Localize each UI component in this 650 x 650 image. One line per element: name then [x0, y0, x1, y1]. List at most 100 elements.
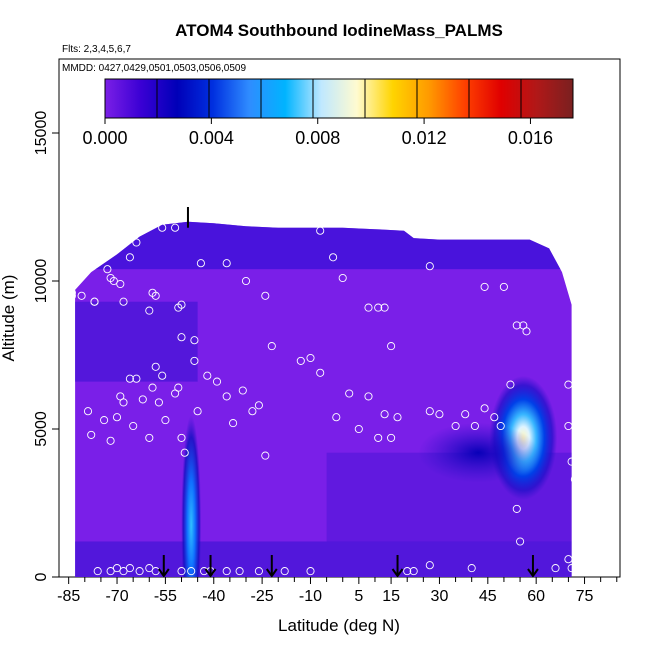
flight-point: [196, 259, 205, 268]
flight-point: [132, 374, 141, 383]
flight-point: [261, 291, 270, 300]
x-tick-label: -10: [299, 588, 322, 605]
flight-point: [151, 291, 160, 300]
flight-point: [180, 448, 189, 457]
flight-point: [119, 398, 128, 407]
flight-point: [516, 537, 525, 546]
flight-point: [512, 504, 521, 513]
flight-point: [145, 433, 154, 442]
flight-point: [158, 371, 167, 380]
flight-point: [499, 282, 508, 291]
x-tick-label: 30: [431, 588, 449, 605]
profile-marker-arrowhead: [157, 568, 170, 578]
flight-point: [112, 564, 122, 573]
y-axis-label: Altitude (m): [0, 275, 18, 362]
colorbar-body: [104, 78, 574, 119]
x-tick-label: -40: [202, 588, 225, 605]
flight-point: [161, 416, 170, 425]
flight-point: [254, 567, 263, 576]
flight-point: [90, 297, 99, 306]
flight-point: [138, 395, 147, 404]
flight-point: [364, 303, 373, 312]
flight-point: [570, 475, 579, 484]
flight-point: [106, 567, 115, 576]
chart-title: ATOM4 Southbound IodineMass_PALMS: [175, 21, 503, 40]
profile-marker-arrowhead: [204, 568, 217, 578]
flight-point: [125, 564, 134, 573]
x-tick-label: -85: [57, 588, 80, 605]
colorbar-tick-label: 0.004: [189, 128, 234, 148]
colorbar-tick-label: 0.016: [508, 128, 553, 148]
profile-marker-arrowhead: [265, 568, 278, 578]
field-southern-band: [75, 301, 198, 382]
flight-point: [267, 342, 276, 351]
flight-point: [567, 457, 576, 466]
flight-point: [506, 380, 515, 389]
flight-point: [480, 282, 489, 291]
field-surface-band: [75, 541, 572, 577]
x-tick-label: 15: [382, 588, 400, 605]
flight-point: [145, 564, 154, 573]
flight-point: [190, 356, 199, 365]
flight-point: [67, 288, 76, 297]
y-axis: 0 5000 10000 15000: [33, 111, 59, 581]
flight-point: [261, 451, 270, 460]
flight-point: [393, 413, 402, 422]
flight-point: [103, 265, 112, 274]
x-tick-label: 60: [527, 588, 545, 605]
flight-point: [316, 226, 325, 235]
flight-point: [522, 327, 531, 336]
flight-point: [171, 223, 180, 232]
dates-subtitle: MMDD: 0427,0429,0501,0503,0506,0509: [62, 63, 246, 74]
flight-point: [125, 253, 134, 262]
flight-point: [306, 567, 315, 576]
flight-point: [193, 407, 202, 416]
flight-point: [135, 567, 144, 576]
y-tick-label: 15000: [33, 111, 50, 156]
y-tick-label: 0: [33, 572, 50, 581]
heatmap-field: [75, 221, 572, 578]
x-tick-label: 75: [576, 588, 594, 605]
flight-point: [409, 567, 418, 576]
flight-point: [100, 416, 109, 425]
x-tick-label: 5: [354, 588, 363, 605]
colorbar-ticks: 0.000 0.004 0.008 0.012 0.016: [82, 118, 553, 148]
x-axis-label: Latitude (deg N): [278, 616, 400, 635]
flight-point: [148, 383, 157, 392]
flight-track-points: [61, 223, 579, 576]
flight-point: [435, 410, 444, 419]
flight-point: [470, 421, 479, 431]
x-tick-label: -70: [105, 588, 128, 605]
flight-point: [345, 389, 354, 398]
colorbar-tick-label: 0.012: [402, 128, 447, 148]
flight-point: [316, 368, 325, 377]
flight-point: [248, 407, 257, 416]
flight-point: [564, 421, 573, 431]
flight-point: [190, 336, 199, 345]
flight-point: [551, 564, 560, 573]
flight-point: [158, 223, 167, 232]
flight-point: [451, 421, 460, 431]
flight-point: [329, 253, 338, 262]
flight-point: [238, 386, 247, 395]
flight-point: [212, 377, 222, 386]
flight-point: [61, 386, 70, 395]
flight-point: [154, 398, 163, 407]
enhancement-region: [418, 422, 539, 483]
flight-point: [254, 401, 263, 410]
flight-point: [280, 567, 289, 576]
flight-point: [119, 567, 128, 576]
flight-point: [116, 279, 125, 289]
flight-point: [222, 567, 231, 576]
x-tick-label: -25: [251, 588, 274, 605]
flight-point: [354, 424, 363, 434]
flight-point: [564, 555, 573, 564]
flight-point: [77, 291, 86, 300]
flight-point: [496, 421, 505, 431]
flight-point: [177, 333, 186, 342]
x-axis: -85 -70 -55 -40 -25 -10 5 15 30 45 60 75: [57, 577, 618, 605]
flight-point: [119, 297, 128, 306]
flight-point: [567, 564, 576, 573]
flight-point: [387, 433, 396, 442]
flight-point: [83, 407, 93, 416]
